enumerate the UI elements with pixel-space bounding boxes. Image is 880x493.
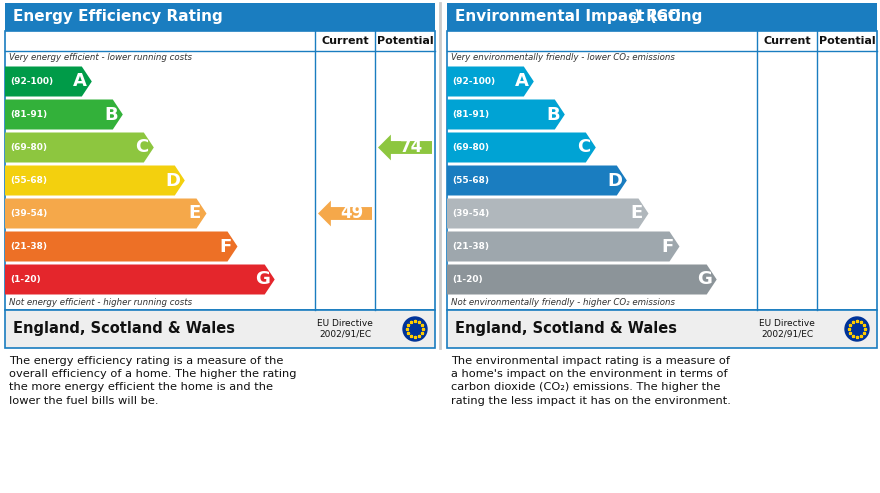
Text: G: G (255, 271, 270, 288)
Bar (5, 3, 435, 31)
Text: (81-91): (81-91) (452, 110, 489, 119)
Text: 2: 2 (629, 15, 635, 25)
Polygon shape (447, 166, 627, 196)
Text: C: C (136, 139, 149, 156)
Text: F: F (662, 238, 673, 255)
Polygon shape (447, 265, 716, 294)
Text: (69-80): (69-80) (452, 143, 489, 152)
Text: The environmental impact rating is a measure of
a home's impact on the environme: The environmental impact rating is a mea… (451, 356, 731, 406)
Text: B: B (104, 106, 118, 124)
Text: (81-91): (81-91) (10, 110, 48, 119)
Text: (92-100): (92-100) (452, 77, 495, 86)
Text: (55-68): (55-68) (452, 176, 489, 185)
Bar (447, 3, 877, 31)
Text: 74: 74 (400, 139, 423, 156)
Text: A: A (515, 72, 529, 91)
Text: D: D (165, 172, 180, 189)
Text: (92-100): (92-100) (10, 77, 53, 86)
Polygon shape (447, 133, 596, 163)
Text: ) Rating: ) Rating (634, 9, 702, 25)
Text: Energy Efficiency Rating: Energy Efficiency Rating (13, 9, 223, 25)
Text: G: G (697, 271, 712, 288)
Text: (39-54): (39-54) (452, 209, 489, 218)
Bar (5, 31, 435, 310)
Bar (5, 310, 435, 348)
Text: (1-20): (1-20) (10, 275, 40, 284)
Polygon shape (447, 100, 565, 130)
Polygon shape (5, 166, 185, 196)
Text: (39-54): (39-54) (10, 209, 48, 218)
Circle shape (845, 317, 869, 341)
Polygon shape (318, 201, 372, 226)
Text: A: A (73, 72, 87, 91)
Text: Environmental Impact (CO: Environmental Impact (CO (455, 9, 681, 25)
Text: 49: 49 (340, 205, 363, 222)
Text: Potential: Potential (377, 36, 433, 46)
Polygon shape (5, 232, 238, 261)
Text: Very energy efficient - lower running costs: Very energy efficient - lower running co… (9, 53, 192, 62)
Text: The energy efficiency rating is a measure of the
overall efficiency of a home. T: The energy efficiency rating is a measur… (9, 356, 297, 406)
Polygon shape (5, 133, 154, 163)
Text: (69-80): (69-80) (10, 143, 47, 152)
Text: Not energy efficient - higher running costs: Not energy efficient - higher running co… (9, 298, 192, 307)
Text: Very environmentally friendly - lower CO₂ emissions: Very environmentally friendly - lower CO… (451, 53, 675, 62)
Text: D: D (607, 172, 622, 189)
Bar (447, 310, 877, 348)
Circle shape (403, 317, 427, 341)
Polygon shape (447, 199, 649, 228)
Polygon shape (5, 265, 275, 294)
Text: E: E (630, 205, 642, 222)
Text: (1-20): (1-20) (452, 275, 482, 284)
Polygon shape (378, 135, 432, 160)
Text: England, Scotland & Wales: England, Scotland & Wales (455, 321, 677, 337)
Text: F: F (219, 238, 231, 255)
Bar (447, 31, 877, 310)
Text: Current: Current (763, 36, 810, 46)
Text: (21-38): (21-38) (452, 242, 489, 251)
Text: C: C (577, 139, 590, 156)
Text: Potential: Potential (818, 36, 876, 46)
Text: B: B (546, 106, 560, 124)
Text: England, Scotland & Wales: England, Scotland & Wales (13, 321, 235, 337)
Polygon shape (447, 232, 679, 261)
Text: (21-38): (21-38) (10, 242, 47, 251)
Text: Current: Current (321, 36, 369, 46)
Text: EU Directive
2002/91/EC: EU Directive 2002/91/EC (317, 319, 373, 339)
Polygon shape (5, 199, 207, 228)
Text: EU Directive
2002/91/EC: EU Directive 2002/91/EC (759, 319, 815, 339)
Polygon shape (5, 67, 92, 97)
Text: Not environmentally friendly - higher CO₂ emissions: Not environmentally friendly - higher CO… (451, 298, 675, 307)
Text: E: E (188, 205, 201, 222)
Polygon shape (447, 67, 534, 97)
Text: (55-68): (55-68) (10, 176, 47, 185)
Polygon shape (5, 100, 123, 130)
